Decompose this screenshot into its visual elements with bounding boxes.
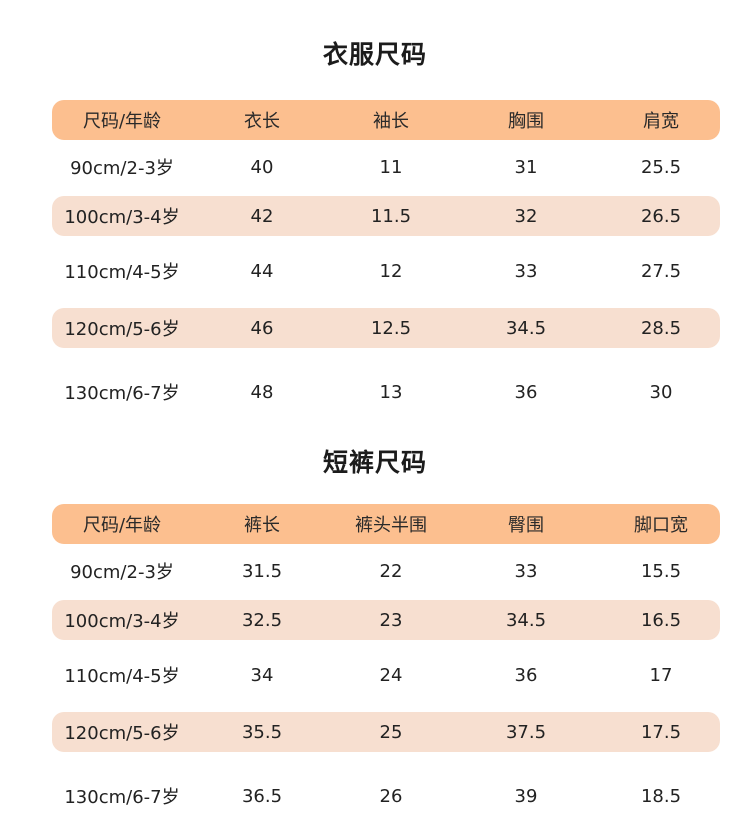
table-cell: 32.5 bbox=[241, 609, 283, 631]
table-row: 120cm/5-6岁 46 12.5 34.5 28.5 bbox=[52, 308, 720, 348]
table-cell: 17 bbox=[649, 664, 673, 686]
table-cell: 32 bbox=[514, 205, 538, 227]
table-cell: 18.5 bbox=[640, 785, 682, 807]
table-cell: 39 bbox=[514, 785, 538, 807]
table-row: 110cm/4-5岁 44 12 33 27.5 bbox=[52, 251, 720, 291]
header-cell: 肩宽 bbox=[643, 111, 679, 132]
table-cell: 17.5 bbox=[640, 721, 682, 743]
table-cell: 31 bbox=[514, 156, 538, 178]
table-cell: 33 bbox=[514, 260, 538, 282]
table-cell: 42 bbox=[250, 205, 274, 227]
table-cell: 90cm/2-3岁 bbox=[70, 562, 174, 583]
table-cell: 36 bbox=[514, 381, 538, 403]
table-row: 100cm/3-4岁 32.5 23 34.5 16.5 bbox=[52, 600, 720, 640]
table-cell: 100cm/3-4岁 bbox=[64, 207, 180, 228]
table-cell: 110cm/4-5岁 bbox=[64, 262, 180, 283]
table-row: 110cm/4-5岁 34 24 36 17 bbox=[52, 655, 720, 695]
table-cell: 35.5 bbox=[241, 721, 283, 743]
table-cell: 12.5 bbox=[370, 317, 412, 339]
table-cell: 30 bbox=[649, 381, 673, 403]
table-cell: 120cm/5-6岁 bbox=[64, 319, 180, 340]
shorts-size-title: 短裤尺码 bbox=[322, 448, 427, 477]
table-cell: 28.5 bbox=[640, 317, 682, 339]
header-cell: 袖长 bbox=[373, 111, 409, 132]
table-cell: 100cm/3-4岁 bbox=[64, 611, 180, 632]
header-cell: 裤头半围 bbox=[355, 515, 427, 536]
table-cell: 90cm/2-3岁 bbox=[70, 158, 174, 179]
table-cell: 11 bbox=[379, 156, 403, 178]
table-cell: 48 bbox=[250, 381, 274, 403]
table-cell: 13 bbox=[379, 381, 403, 403]
table-cell: 34 bbox=[250, 664, 274, 686]
table-cell: 31.5 bbox=[241, 560, 283, 582]
table-row: 90cm/2-3岁 31.5 22 33 15.5 bbox=[52, 551, 720, 591]
table-cell: 37.5 bbox=[505, 721, 547, 743]
table-row: 130cm/6-7岁 48 13 36 30 bbox=[52, 372, 720, 412]
header-cell: 胸围 bbox=[508, 111, 544, 132]
table-cell: 34.5 bbox=[505, 317, 547, 339]
header-cell: 尺码/年龄 bbox=[82, 111, 162, 132]
table-cell: 25 bbox=[379, 721, 403, 743]
table-header-row: 尺码/年龄 衣长 袖长 胸围 肩宽 bbox=[52, 100, 720, 140]
table-cell: 130cm/6-7岁 bbox=[64, 787, 180, 808]
header-cell: 脚口宽 bbox=[634, 515, 688, 536]
table-cell: 120cm/5-6岁 bbox=[64, 723, 180, 744]
table-cell: 44 bbox=[250, 260, 274, 282]
table-header-row: 尺码/年龄 裤长 裤头半围 臀围 脚口宽 bbox=[52, 504, 720, 544]
table-row: 130cm/6-7岁 36.5 26 39 18.5 bbox=[52, 776, 720, 816]
table-cell: 34.5 bbox=[505, 609, 547, 631]
table-row: 90cm/2-3岁 40 11 31 25.5 bbox=[52, 147, 720, 187]
table-cell: 36.5 bbox=[241, 785, 283, 807]
table-row: 100cm/3-4岁 42 11.5 32 26.5 bbox=[52, 196, 720, 236]
table-cell: 22 bbox=[379, 560, 403, 582]
table-cell: 46 bbox=[250, 317, 274, 339]
table-cell: 110cm/4-5岁 bbox=[64, 666, 180, 687]
table-cell: 36 bbox=[514, 664, 538, 686]
header-cell: 臀围 bbox=[508, 515, 544, 536]
table-cell: 40 bbox=[250, 156, 274, 178]
table-cell: 23 bbox=[379, 609, 403, 631]
table-cell: 26 bbox=[379, 785, 403, 807]
clothing-size-title: 衣服尺码 bbox=[322, 40, 427, 69]
table-row: 120cm/5-6岁 35.5 25 37.5 17.5 bbox=[52, 712, 720, 752]
header-cell: 衣长 bbox=[244, 111, 280, 132]
table-cell: 27.5 bbox=[640, 260, 682, 282]
table-cell: 16.5 bbox=[640, 609, 682, 631]
table-cell: 15.5 bbox=[640, 560, 682, 582]
header-cell: 尺码/年龄 bbox=[82, 515, 162, 536]
table-cell: 25.5 bbox=[640, 156, 682, 178]
table-cell: 12 bbox=[379, 260, 403, 282]
header-cell: 裤长 bbox=[244, 515, 280, 536]
table-cell: 26.5 bbox=[640, 205, 682, 227]
table-cell: 24 bbox=[379, 664, 403, 686]
table-cell: 130cm/6-7岁 bbox=[64, 383, 180, 404]
table-cell: 33 bbox=[514, 560, 538, 582]
table-cell: 11.5 bbox=[370, 205, 412, 227]
